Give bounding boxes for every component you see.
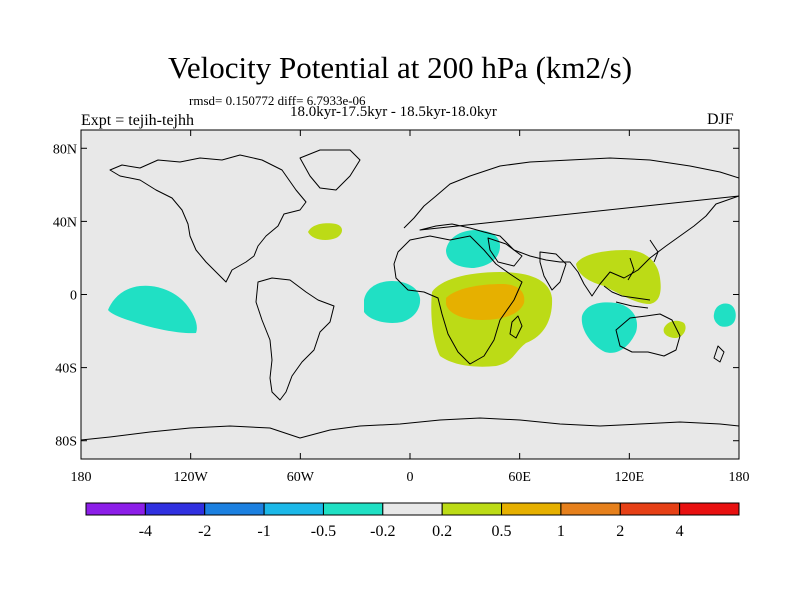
colorbar-label: -0.2 [370,523,395,540]
x-tick-label: 180 [71,470,92,485]
anomaly-region-atlantic-africa [364,281,420,323]
y-tick-label: 40N [53,215,77,230]
y-tick-label: 40S [55,362,77,377]
colorbar-label: -0.5 [311,523,336,540]
colorbar-swatch [561,503,620,515]
x-tick-label: 120W [174,470,209,485]
colorbar: -4 -2 -1 -0.5 -0.2 0.2 0.5 1 2 4 [86,503,739,540]
colorbar-label: -1 [257,523,270,540]
x-tick-label: 60W [287,470,315,485]
y-tick-label: 0 [70,289,77,304]
y-tick-label: 80S [55,435,77,450]
colorbar-label: 2 [616,523,624,540]
x-tick-label: 0 [407,470,414,485]
colorbar-swatch [145,503,204,515]
y-tick-label: 80N [53,142,77,157]
colorbar-swatch [383,503,442,515]
map-figure: 80N40N040S80S180 120W 60W 0 60E 120E 180 -4 -2-… [0,0,800,600]
colorbar-swatch [86,503,145,515]
colorbar-label: 1 [557,523,565,540]
colorbar-swatch [502,503,561,515]
x-tick-label: 180 [729,470,750,485]
colorbar-label: -2 [198,523,211,540]
colorbar-label: 4 [676,523,684,540]
x-tick-label: 60E [508,470,531,485]
colorbar-swatch [264,503,323,515]
colorbar-swatch [442,503,501,515]
colorbar-label: 0.2 [432,523,452,540]
colorbar-swatch [205,503,264,515]
colorbar-label: 0.5 [492,523,512,540]
x-tick-label: 120E [615,470,645,485]
colorbar-label: -4 [139,523,152,540]
colorbar-swatch [680,503,739,515]
colorbar-swatch [620,503,679,515]
colorbar-swatch [323,503,382,515]
